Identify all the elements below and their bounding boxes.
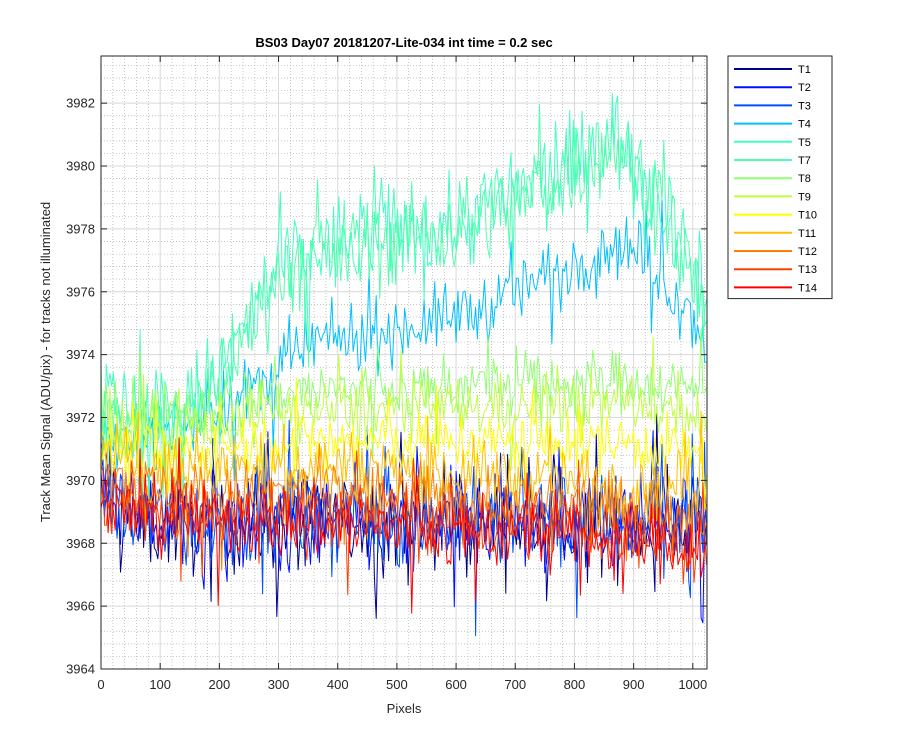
x-tick-label: 800 bbox=[564, 677, 586, 692]
x-tick-label: 900 bbox=[623, 677, 645, 692]
legend-label-t3: T3 bbox=[798, 100, 811, 112]
legend-label-t14: T14 bbox=[798, 282, 817, 294]
series-line-t8 bbox=[100, 328, 707, 484]
legend-label-t12: T12 bbox=[798, 246, 817, 258]
series-line-t9 bbox=[100, 336, 707, 486]
legend: T1 T2 T3 T4 T5 T7 T8 T9 T10 T11 T12 T13 T14 bbox=[727, 55, 833, 300]
series-line-t12 bbox=[100, 443, 707, 571]
x-tick-label: 100 bbox=[149, 677, 171, 692]
plot-frame bbox=[100, 55, 708, 670]
y-tick-label: 3966 bbox=[66, 599, 95, 614]
legend-label-t2: T2 bbox=[798, 82, 811, 94]
y-tick-label: 3970 bbox=[66, 473, 95, 488]
legend-label-t8: T8 bbox=[798, 173, 811, 185]
legend-label-t13: T13 bbox=[798, 264, 817, 276]
legend-label-t5: T5 bbox=[798, 137, 811, 149]
y-tick-label: 3976 bbox=[66, 284, 95, 299]
x-tick-label: 400 bbox=[327, 677, 349, 692]
y-axis-label: Track Mean Signal (ADU/pix) - for tracks… bbox=[38, 202, 53, 522]
x-tick-label: 600 bbox=[445, 677, 467, 692]
legend-label-t10: T10 bbox=[798, 210, 817, 222]
legend-label-t1: T1 bbox=[798, 64, 811, 76]
series-line-t1 bbox=[100, 413, 707, 619]
y-tick-label: 3968 bbox=[66, 536, 95, 551]
chart-title: BS03 Day07 20181207-Lite-034 int time = … bbox=[255, 35, 552, 50]
series-line-t3 bbox=[100, 419, 707, 637]
y-tick-label: 3964 bbox=[66, 662, 95, 677]
legend-label-t11: T11 bbox=[798, 228, 816, 240]
series-line-t10 bbox=[100, 377, 707, 511]
y-tick-label: 3978 bbox=[66, 221, 95, 236]
legend-label-t9: T9 bbox=[798, 191, 811, 203]
x-tick-label: 300 bbox=[268, 677, 290, 692]
series-line-t13 bbox=[100, 440, 707, 596]
x-tick-label: 700 bbox=[504, 677, 526, 692]
x-axis-label: Pixels bbox=[387, 701, 422, 716]
legend-label-t7: T7 bbox=[798, 155, 811, 167]
series-line-t14 bbox=[100, 437, 707, 614]
x-tick-label: 500 bbox=[386, 677, 408, 692]
x-tick-label: 200 bbox=[209, 677, 231, 692]
axis-ticks: 0 100 200 300 400 500 600 700 800 900 1000 3964 3966… bbox=[66, 56, 707, 692]
x-tick-label: 0 bbox=[97, 677, 104, 692]
legend-label-t4: T4 bbox=[798, 119, 811, 131]
y-tick-label: 3982 bbox=[66, 96, 95, 111]
y-tick-label: 3974 bbox=[66, 347, 95, 362]
x-tick-label: 1000 bbox=[678, 677, 707, 692]
series-layer bbox=[100, 92, 707, 637]
y-tick-label: 3972 bbox=[66, 410, 95, 425]
y-tick-label: 3980 bbox=[66, 159, 95, 174]
